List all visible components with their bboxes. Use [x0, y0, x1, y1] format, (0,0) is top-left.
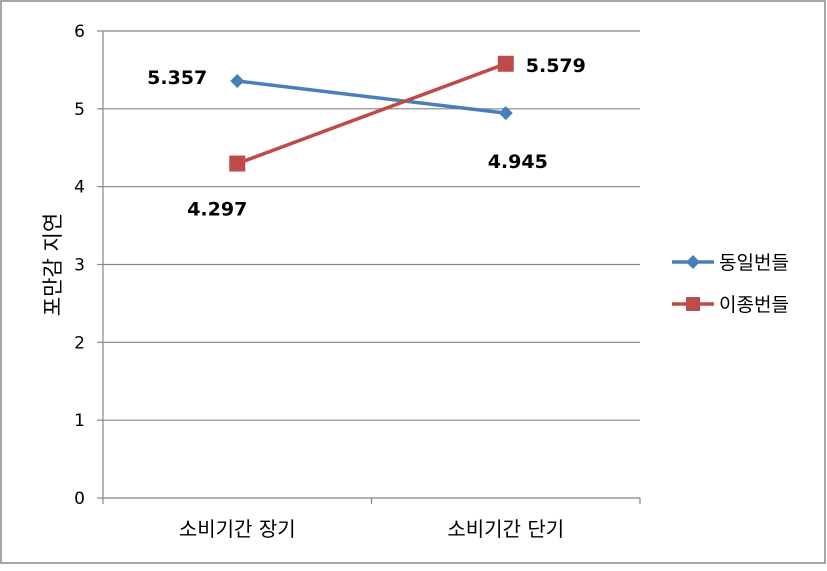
y-tick-label: 6 [74, 22, 85, 42]
y-tick-label: 4 [74, 178, 85, 198]
data-label: 4.297 [187, 199, 247, 221]
x-tick-label: 소비기간 단기 [447, 517, 564, 541]
y-axis-title: 포만감 지연 [41, 213, 65, 316]
y-tick-label: 2 [74, 333, 85, 353]
legend-marker-1 [686, 255, 700, 269]
y-tick-label: 5 [74, 100, 85, 120]
data-point-1-2 [498, 106, 513, 121]
series-line-2 [236, 62, 507, 166]
data-point-2-2 [497, 55, 514, 72]
y-tick-label: 3 [74, 256, 85, 276]
y-tick-label: 0 [74, 489, 85, 509]
gridlines [103, 30, 640, 421]
data-labels: 5.357 4.945 4.297 5.579 [147, 55, 586, 221]
data-label: 5.579 [526, 55, 586, 77]
y-tick-label: 1 [74, 411, 85, 431]
x-tick-label: 소비기간 장기 [179, 517, 296, 541]
data-point-2-1 [229, 155, 246, 172]
axes: 0 1 2 3 4 5 6 소비기간 장기 소비기간 단기 [74, 22, 641, 541]
data-point-1-1 [230, 74, 245, 89]
legend-entry-1: 동일번들 [719, 252, 789, 274]
series-layer [229, 55, 514, 172]
series-line-1 [237, 79, 506, 115]
legend-marker-2 [686, 297, 700, 311]
data-label: 4.945 [488, 151, 548, 173]
data-label: 5.357 [147, 67, 207, 89]
legend-entry-2: 이종번들 [719, 294, 789, 316]
